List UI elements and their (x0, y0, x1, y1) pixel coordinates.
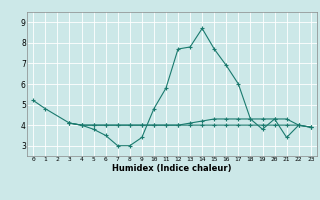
X-axis label: Humidex (Indice chaleur): Humidex (Indice chaleur) (112, 164, 232, 173)
